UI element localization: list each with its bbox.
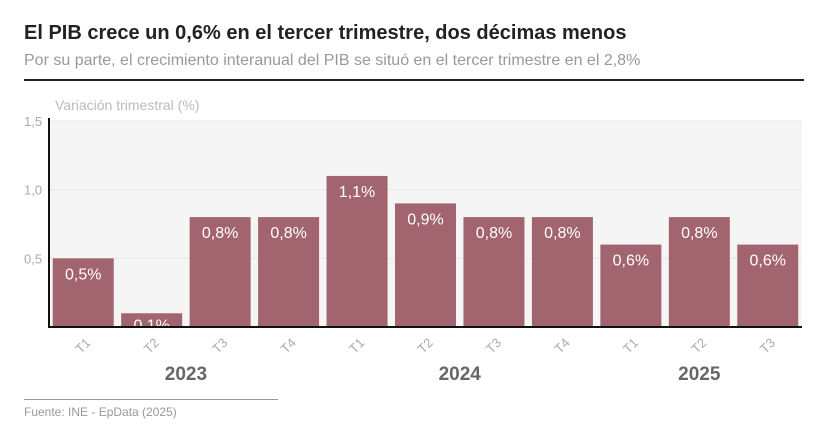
year-label: 2024: [439, 364, 482, 385]
data-label: 0,9%: [407, 211, 443, 228]
y-tick-label: 1,5: [24, 114, 42, 129]
data-label: 0,5%: [65, 266, 101, 283]
title-divider: [24, 79, 804, 81]
x-tick-label: T1: [346, 335, 367, 356]
bar: [600, 244, 662, 327]
year-label: 2023: [165, 364, 207, 385]
bar: [258, 217, 320, 327]
y-axis-label: Variación trimestral (%): [55, 97, 199, 113]
chart-title: El PIB crece un 0,6% en el tercer trimes…: [24, 22, 627, 44]
data-label: 0,8%: [270, 225, 306, 242]
y-tick-label: 0,5: [24, 251, 42, 266]
data-label: 0,8%: [202, 225, 238, 242]
x-tick-label: T3: [757, 335, 778, 356]
bar: [121, 313, 183, 327]
data-label: 0,8%: [544, 225, 580, 242]
bar: [189, 217, 251, 327]
x-tick-label: T1: [72, 335, 93, 356]
x-tick-label: T2: [414, 335, 435, 356]
x-tick-label: T4: [551, 335, 572, 356]
bar: [737, 244, 799, 327]
y-tick-label: 1,0: [24, 183, 42, 198]
x-tick-label: T2: [141, 335, 162, 356]
data-label: 0,8%: [681, 225, 717, 242]
source-divider: [24, 399, 278, 400]
bar: [531, 217, 593, 327]
year-label: 2025: [678, 364, 721, 385]
data-label: 0,1%: [133, 317, 169, 334]
x-tick-label: T1: [620, 335, 641, 356]
data-label: 0,8%: [476, 225, 512, 242]
data-label: 1,1%: [339, 184, 375, 201]
data-label: 0,6%: [750, 253, 786, 270]
data-label: 0,6%: [613, 253, 649, 270]
x-tick-label: T3: [209, 335, 230, 356]
bar: [463, 217, 525, 327]
bar: [668, 217, 730, 327]
bar: [326, 175, 388, 327]
chart-subtitle: Por su parte, el crecimiento interanual …: [24, 52, 641, 69]
bar: [52, 258, 114, 327]
bar: [395, 203, 456, 327]
source-note: Fuente: INE - EpData (2025): [24, 405, 177, 419]
x-tick-label: T3: [483, 335, 504, 356]
x-tick-label: T2: [688, 335, 709, 356]
x-tick-label: T4: [278, 335, 299, 356]
